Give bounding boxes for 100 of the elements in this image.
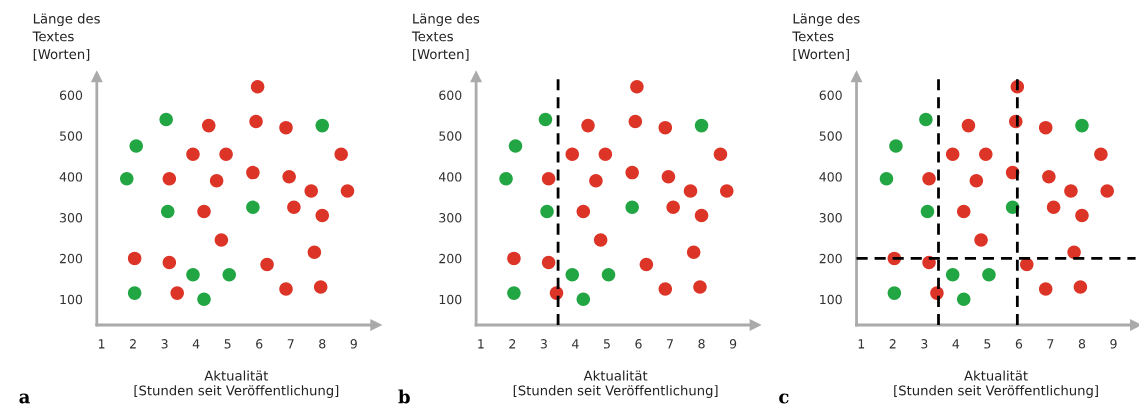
point [920,204,935,219]
point [565,267,580,282]
y-axis-title: Länge des Textes [Worten] [411,13,480,61]
x-axis-title: Aktualität [Stunden seit Veröffentlichung] [134,370,339,398]
point [979,147,993,161]
point [541,255,556,270]
point [628,114,643,129]
x-tick-label: 5 [984,339,991,349]
x-axis-title: Aktualität [Stunden seit Veröffentlichung] [894,370,1098,398]
x-tick-label: 8 [319,339,326,349]
point [658,282,673,296]
y-tick-label: 600 [59,90,83,100]
point [201,118,216,133]
x-tick-label: 3 [540,339,547,349]
point [922,171,936,186]
point [982,267,996,282]
x-tick-label: 5 [603,339,610,349]
point [279,120,293,135]
point [1042,169,1056,184]
point [601,267,616,282]
y-tick-label: 500 [439,131,462,141]
point [1067,245,1081,260]
point [686,245,701,260]
point [538,112,553,127]
point [499,171,513,186]
point [214,233,229,247]
point [694,118,709,133]
point [186,267,200,282]
point [961,118,976,133]
point [581,118,595,133]
point [630,80,644,94]
x-tick-label: 7 [1047,339,1054,349]
point [625,200,639,215]
x-tick-label: 6 [256,339,263,349]
point [170,286,184,300]
x-tick-label: 1 [858,339,865,349]
point [683,184,698,198]
point [129,139,143,153]
y-tick-label: 300 [60,213,83,223]
y-axis-title: Länge des Textes [Worten] [792,13,860,61]
point [1064,184,1078,198]
x-tick-label: 3 [921,339,928,349]
y-tick-label: 200 [439,253,462,264]
point [658,120,673,135]
x-tick-label: 5 [224,339,231,349]
point [250,80,265,94]
point [693,280,707,294]
x-tick-label: 7 [287,339,294,349]
point [279,282,293,296]
point [1094,147,1108,161]
point [1073,280,1088,294]
point [1046,200,1061,215]
text: a [19,393,30,404]
x-tick-label: 2 [130,339,136,349]
point [186,147,200,161]
y-tick-label: 500 [819,131,842,141]
point [565,147,580,161]
point [246,200,260,215]
point [713,147,728,161]
point [887,286,902,300]
point [720,184,734,198]
x-tick-label: 8 [1078,339,1086,349]
point [625,165,639,180]
x-axis-title: Aktualität [Stunden seit Veröffentlichung] [513,370,718,398]
y-tick-label: 400 [438,172,462,182]
x-tick-label: 1 [478,339,484,349]
point [249,114,263,129]
x-tick-label: 2 [509,339,516,349]
point [246,165,260,180]
point [956,204,971,219]
point [307,245,322,260]
point [1100,184,1114,198]
x-tick-label: 9 [350,339,357,349]
point [260,257,274,272]
point [974,233,988,247]
point [315,118,330,133]
point [315,208,330,223]
point [593,233,608,247]
x-tick-label: 9 [1110,339,1117,349]
y-tick-label: 100 [60,294,83,305]
y-tick-label: 300 [819,213,842,223]
point [507,251,521,266]
x-tick-label: 8 [698,339,705,349]
y-tick-label: 500 [60,131,83,141]
x-tick-label: 4 [572,339,579,349]
y-tick-label: 400 [59,172,83,182]
x-tick-label: 7 [667,339,673,349]
point [209,174,224,188]
point [127,286,142,300]
point [694,208,709,223]
point [287,200,301,215]
y-tick-label: 600 [439,90,462,100]
y-tick-label: 100 [439,294,462,305]
x-tick-label: 1 [98,339,105,349]
point [889,139,903,153]
point [304,184,318,198]
point [541,171,556,186]
y-tick-label: 600 [819,90,842,100]
point [197,204,211,219]
point [160,204,175,219]
